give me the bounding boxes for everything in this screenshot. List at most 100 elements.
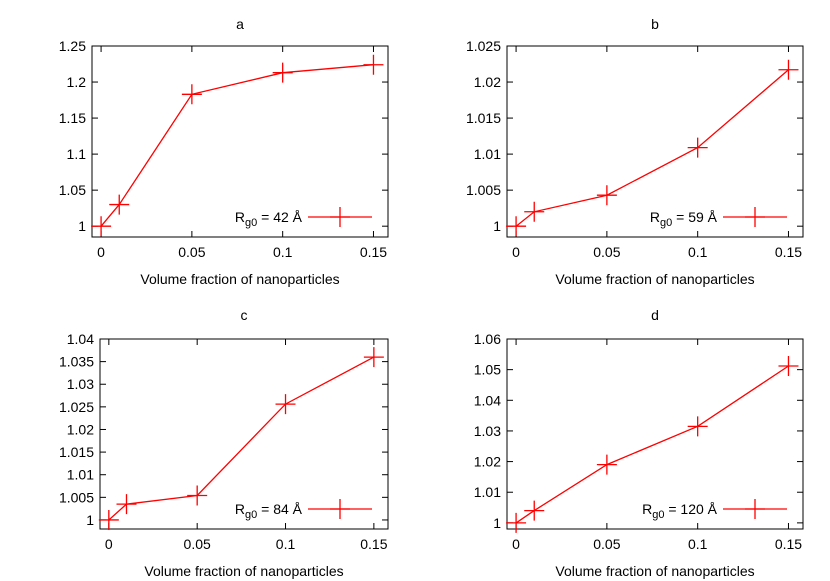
x-tick-label: 0 (512, 536, 520, 552)
series-line (515, 365, 789, 524)
data-point-marker (98, 509, 119, 530)
x-tick-label: 0 (97, 244, 105, 260)
data-point-marker (596, 454, 617, 475)
legend-label-suffix: = 120 Å (664, 501, 717, 517)
y-tick-label: 1.035 (59, 354, 94, 370)
data-point-marker (506, 216, 527, 237)
x-tick-label: 0.1 (688, 244, 708, 260)
legend-label-prefix: R (642, 501, 652, 517)
data-point-marker (187, 485, 208, 506)
data-point-marker (363, 347, 384, 368)
x-tick-label: 0.05 (184, 536, 211, 552)
data-point-marker (109, 194, 130, 215)
x-tick-label: 0 (105, 536, 113, 552)
y-tick-label: 1.025 (59, 399, 94, 415)
y-tick-label: 1.01 (474, 484, 501, 500)
legend-label-suffix: = 42 Å (257, 209, 302, 225)
y-tick-label: 1 (78, 218, 86, 234)
y-tick-label: 1.15 (59, 110, 86, 126)
y-tick-label: 1.2 (67, 74, 87, 90)
data-point-marker (506, 512, 527, 533)
legend-swatch-marker (745, 207, 765, 227)
chart-panel-a: a 1 1.05 1.1 1.15 1.2 1.25 0 0.05 0.1 0.15 Volume f… (59, 16, 389, 287)
data-point-marker (778, 355, 799, 376)
series-line (108, 356, 375, 521)
data-point-marker (687, 137, 708, 158)
y-tick-label: 1.01 (474, 146, 501, 162)
x-tick-label: 0.05 (593, 536, 620, 552)
x-tick-label: 0.05 (178, 244, 205, 260)
legend: Rg0 = 84 Å (235, 499, 372, 521)
x-axis-label: Volume fraction of nanoparticles (144, 563, 343, 579)
legend-label-subscript: g0 (245, 509, 257, 521)
legend-swatch-marker (330, 207, 350, 227)
y-tick-label: 1.02 (474, 74, 501, 90)
series-line (100, 64, 374, 227)
data-point-marker (116, 494, 137, 515)
legend-label-prefix: R (650, 209, 660, 225)
x-tick-label: 0.1 (276, 536, 296, 552)
data-point-marker (596, 185, 617, 206)
x-tick-label: 0.15 (775, 536, 802, 552)
plot-frame (506, 338, 804, 530)
legend-swatch-marker (330, 499, 350, 519)
y-tick-label: 1.03 (67, 376, 94, 392)
x-tick-label: 0.15 (360, 536, 387, 552)
legend-label-subscript: g0 (660, 217, 672, 229)
y-tick-label: 1.06 (474, 331, 501, 347)
legend-label: Rg0 = 120 Å (642, 501, 718, 521)
data-point-marker (181, 84, 202, 105)
y-tick-label: 1.25 (59, 38, 86, 54)
legend: Rg0 = 59 Å (650, 207, 787, 229)
y-tick-label: 1 (86, 512, 94, 528)
chart-panel-d: d 1 1.01 1.02 1.03 1.04 1.05 1.06 0 0.05 0.1 0.15 Vo… (474, 307, 804, 579)
series-line (515, 69, 789, 227)
x-axis-label: Volume fraction of nanoparticles (555, 271, 754, 287)
y-tick-label: 1.005 (466, 182, 501, 198)
x-tick-label: 0.1 (273, 244, 293, 260)
x-tick-label: 0.15 (360, 244, 387, 260)
legend-label: Rg0 = 59 Å (650, 209, 718, 229)
data-point-marker (275, 394, 296, 415)
x-tick-label: 0.15 (775, 244, 802, 260)
y-tick-label: 1.015 (59, 444, 94, 460)
chart-title: b (651, 16, 659, 32)
data-point-marker (687, 416, 708, 437)
legend-label-suffix: = 59 Å (672, 209, 717, 225)
y-tick-label: 1.05 (59, 182, 86, 198)
legend-label-prefix: R (235, 501, 245, 517)
y-tick-label: 1.04 (474, 392, 501, 408)
chart-title: c (241, 307, 248, 323)
plot-frame (91, 45, 389, 238)
data-point-marker (363, 54, 384, 75)
y-tick-label: 1 (493, 515, 501, 531)
y-tick-label: 1.02 (67, 421, 94, 437)
legend: Rg0 = 42 Å (235, 207, 372, 229)
y-tick-label: 1.03 (474, 423, 501, 439)
legend-swatch-marker (745, 499, 765, 519)
y-tick-label: 1.025 (466, 38, 501, 54)
legend-label: Rg0 = 84 Å (235, 501, 303, 521)
x-tick-label: 0.1 (688, 536, 708, 552)
plot-frame (506, 45, 804, 238)
y-tick-label: 1 (493, 218, 501, 234)
y-tick-label: 1.05 (474, 362, 501, 378)
x-tick-label: 0.05 (593, 244, 620, 260)
y-tick-label: 1.04 (67, 331, 94, 347)
plot-frame (99, 338, 389, 530)
legend-label-subscript: g0 (245, 217, 257, 229)
chart-panel-b: b 1 1.005 1.01 1.015 1.02 1.025 0 0.05 0.1 0.15 Vol… (466, 16, 804, 287)
data-point-marker (91, 216, 112, 237)
legend-label-prefix: R (235, 209, 245, 225)
x-axis-label: Volume fraction of nanoparticles (140, 271, 339, 287)
chart-title: a (236, 16, 244, 32)
y-tick-label: 1.005 (59, 489, 94, 505)
y-tick-label: 1.01 (67, 467, 94, 483)
x-axis-label: Volume fraction of nanoparticles (555, 563, 754, 579)
data-point-marker (524, 201, 545, 222)
legend: Rg0 = 120 Å (642, 499, 787, 521)
legend-label: Rg0 = 42 Å (235, 209, 303, 229)
y-tick-label: 1.1 (67, 146, 87, 162)
data-point-marker (272, 62, 293, 83)
